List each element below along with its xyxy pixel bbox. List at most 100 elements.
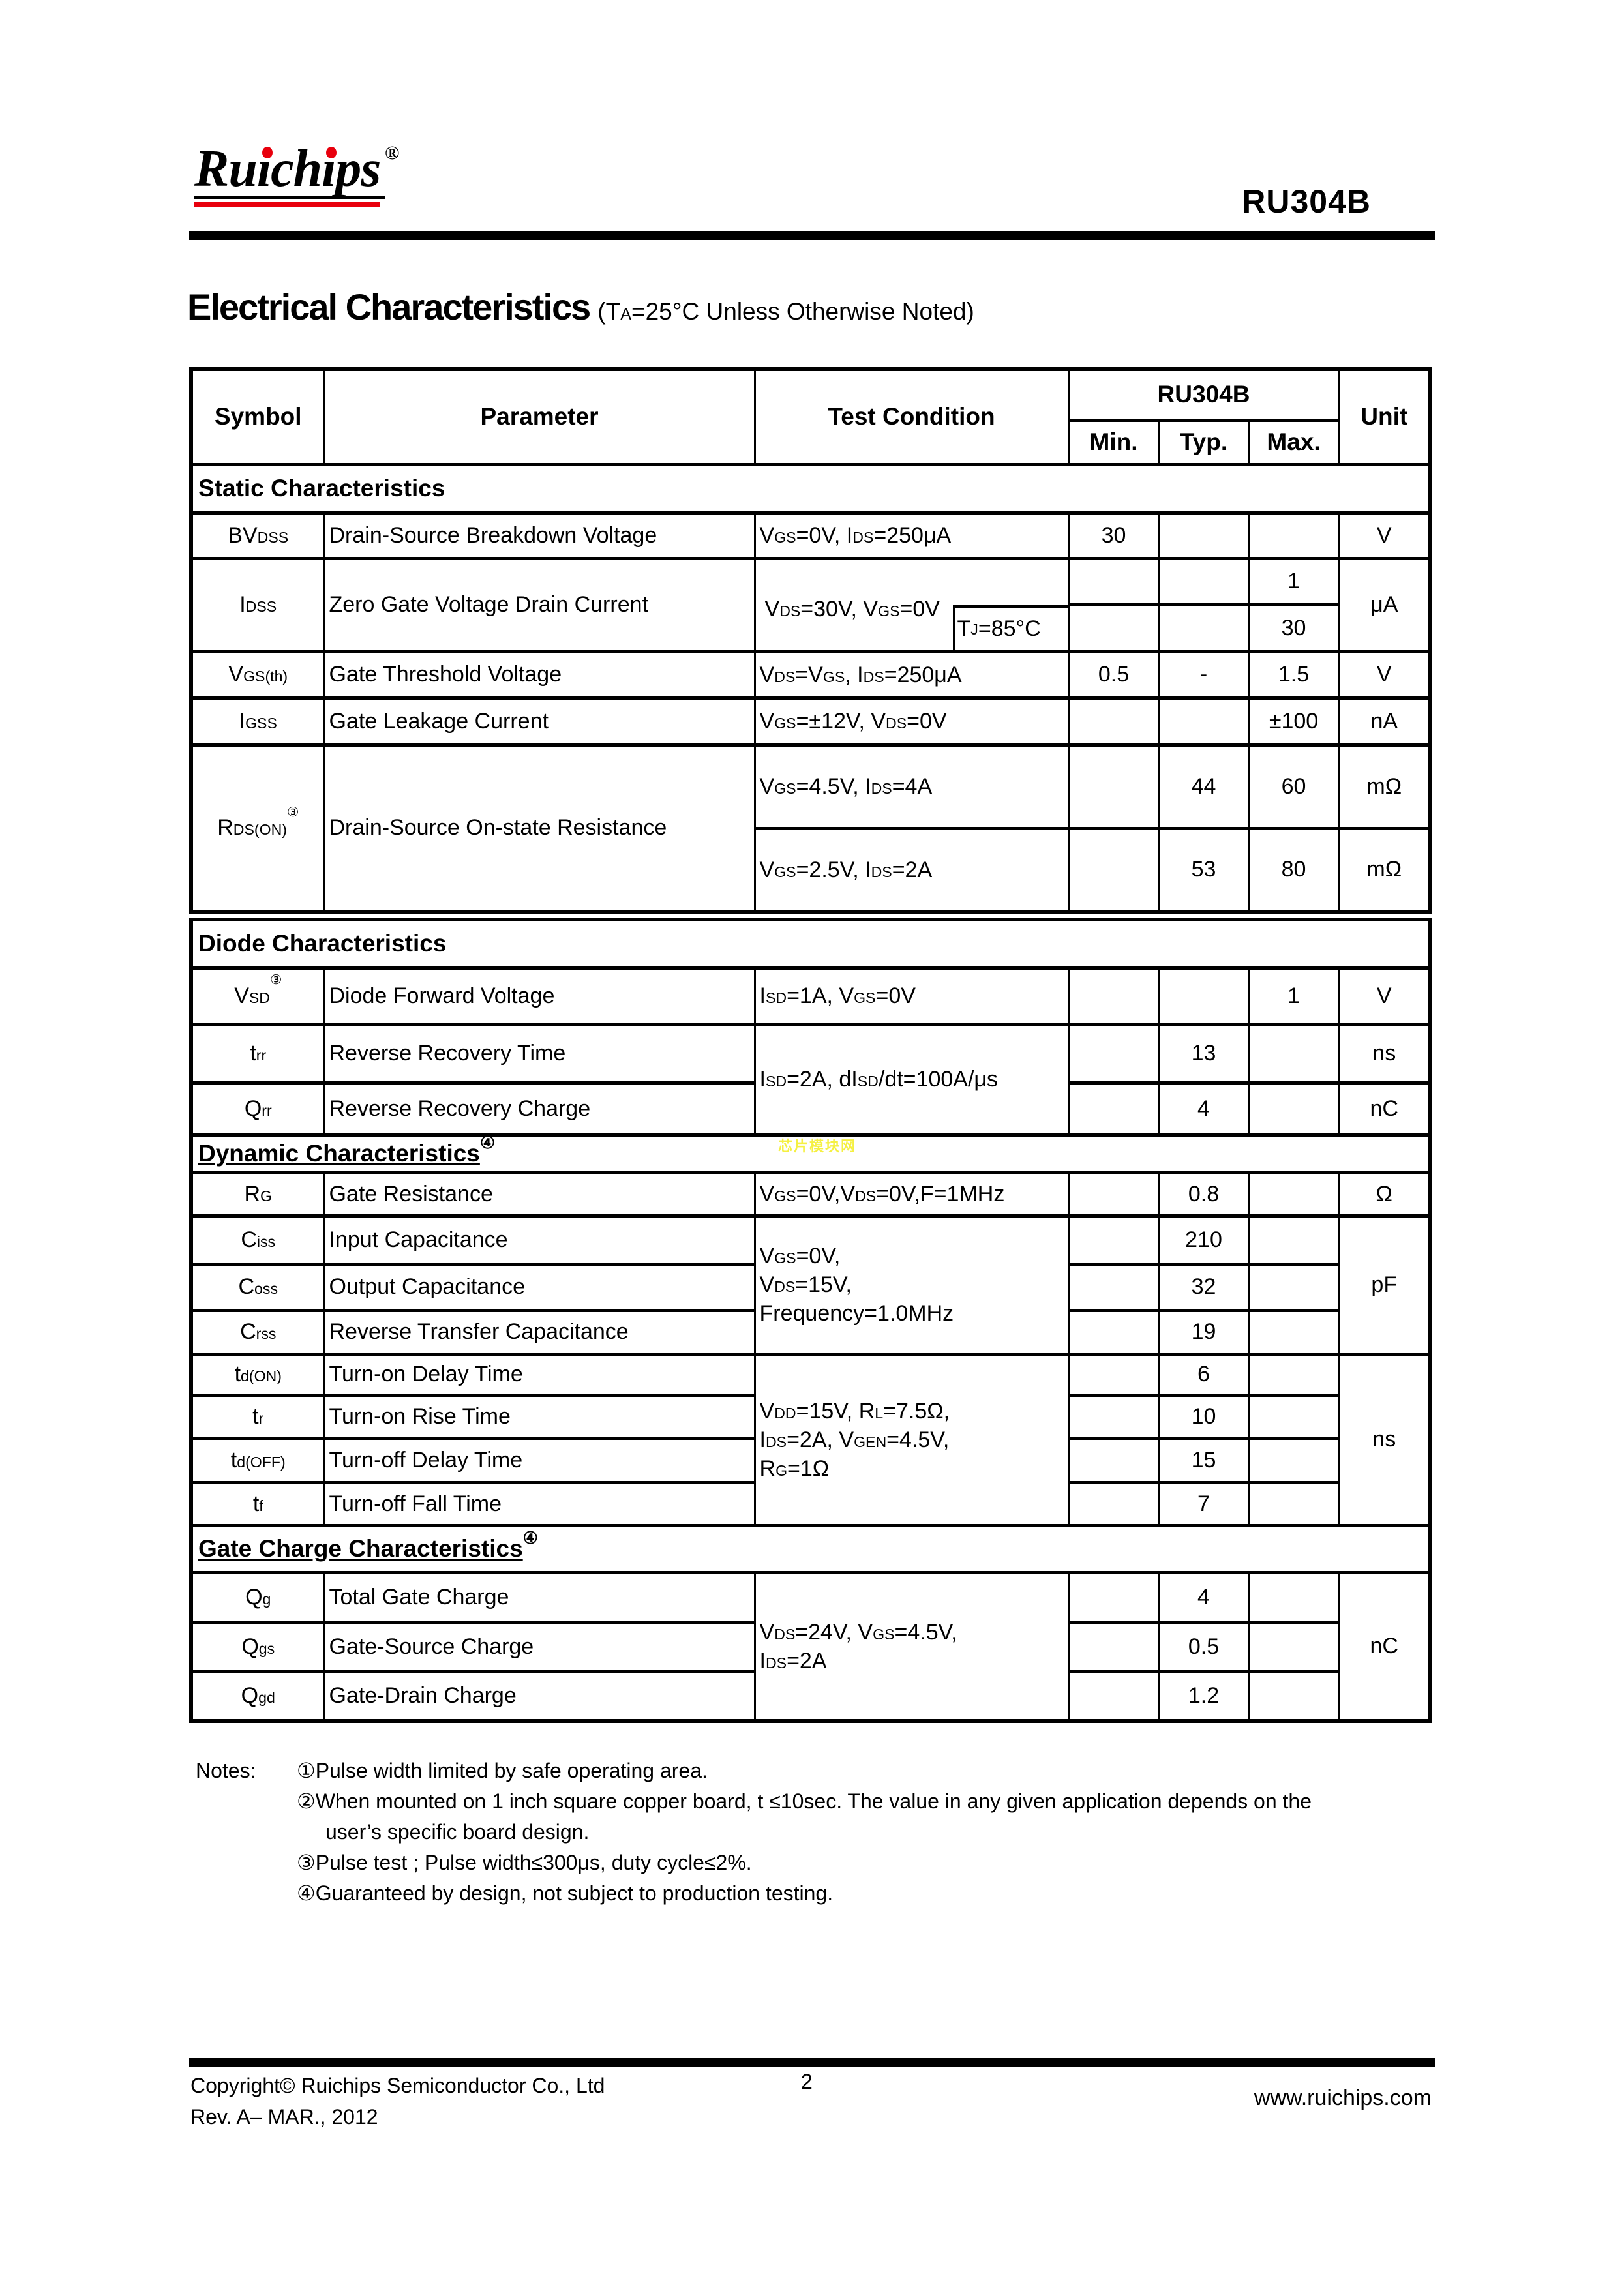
coss-max (1247, 1262, 1340, 1312)
crss-parameter: Reverse Transfer Capacitance (323, 1308, 756, 1356)
note-item-1: ①Pulse width limited by safe operating a… (297, 1756, 1357, 1786)
tr-typ: 10 (1158, 1393, 1250, 1440)
note-marker-1: ① (297, 1759, 316, 1782)
switching-unit: ns (1338, 1352, 1432, 1527)
tf-typ: 7 (1158, 1480, 1250, 1527)
trr-min (1067, 1022, 1160, 1085)
crss-min (1067, 1308, 1160, 1356)
igss-unit: nA (1338, 696, 1432, 747)
qgs-parameter: Gate-Source Charge (323, 1620, 756, 1673)
vgsth-max: 1.5 (1247, 650, 1340, 700)
ciss-parameter: Input Capacitance (323, 1214, 756, 1266)
table-row-rg: RG Gate Resistance VGS=0V,VDS=0V,F=1MHz … (190, 1171, 1432, 1218)
qg-symbol: Qg (190, 1570, 325, 1624)
tdon-typ: 6 (1158, 1352, 1250, 1397)
rdson-min-45 (1067, 743, 1160, 830)
idss-typ (1158, 556, 1250, 606)
table-row-tdon: td(ON) Turn-on Delay Time VDD=15V, RL=7.… (190, 1352, 1432, 1527)
coss-symbol: Coss (190, 1262, 325, 1312)
gate-charge-condition: VDS=24V, VGS=4.5V, IDS=2A (753, 1570, 1070, 1723)
table-row-qgs: Qgs Gate-Source Charge 0.5 (190, 1620, 1430, 1673)
qgs-min (1067, 1620, 1160, 1673)
logo-red-dot-icon (326, 147, 337, 158)
table-row-idss: IDSS Zero Gate Voltage Drain Current VDS… (190, 556, 1432, 653)
table-row-bvdss: BVDSS Drain-Source Breakdown Voltage VGS… (190, 511, 1432, 560)
rdson-typ-45: 44 (1158, 743, 1250, 830)
qgs-typ: 0.5 (1158, 1620, 1250, 1673)
vgsth-parameter: Gate Threshold Voltage (323, 650, 756, 700)
bvdss-unit: V (1338, 511, 1432, 560)
footer-website: www.ruichips.com (1254, 2086, 1432, 2110)
note-text-4: Guaranteed by design, not subject to pro… (315, 1881, 834, 1905)
tr-min (1067, 1393, 1160, 1440)
rdson-unit-45: mΩ (1338, 743, 1432, 830)
bvdss-condition: VGS=0V, IDS=250μA (753, 511, 1070, 560)
bvdss-min: 30 (1067, 511, 1160, 560)
rdson-parameter: Drain-Source On-state Resistance (323, 743, 756, 914)
logo-red-underline (194, 202, 380, 207)
tdoff-symbol: td(OFF) (190, 1436, 325, 1484)
idss-condition: VDS=30V, VGS=0V T J =85°C (753, 556, 1070, 653)
idss-symbol: IDSS (190, 556, 325, 653)
capacitance-unit: pF (1338, 1214, 1432, 1356)
section-title-static: Static Characteristics (190, 462, 1432, 515)
vsd-parameter: Diode Forward Voltage (323, 966, 756, 1026)
bvdss-typ (1158, 511, 1250, 560)
rg-typ: 0.8 (1158, 1171, 1250, 1218)
section-gate-charge: Gate Charge Characteristics④ (190, 1523, 1432, 1574)
rdson-max-25: 80 (1247, 826, 1340, 914)
vsd-symbol: VSD③ (190, 966, 325, 1026)
idss-condition-main: VDS=30V, VGS=0V (764, 596, 940, 621)
idss-85c-typ (1158, 603, 1250, 653)
notes-block: Notes: ①Pulse width limited by safe oper… (196, 1756, 1357, 1909)
qg-max (1247, 1570, 1340, 1624)
tdoff-parameter: Turn-off Delay Time (323, 1436, 756, 1484)
logo-wordmark: Ruichips (194, 140, 381, 198)
table-row-rdson-25: VGS=2.5V, IDS=2A 53 80 mΩ (191, 826, 1432, 914)
note-ref-3: ③ (270, 973, 282, 988)
section-diode: Diode Characteristics (190, 918, 1432, 970)
logo-black-underline (194, 196, 385, 200)
page-title: Electrical Characteristics (TA=25°C Unles… (187, 286, 974, 328)
section-title-diode: Diode Characteristics (190, 918, 1432, 970)
note-text-3: Pulse test ; Pulse width≤300μs, duty cyc… (315, 1851, 752, 1874)
coss-typ: 32 (1158, 1262, 1250, 1312)
vsd-min (1067, 966, 1160, 1026)
col-header-device: RU304B (1067, 367, 1340, 422)
notes-label: Notes: (196, 1759, 256, 1782)
col-header-parameter: Parameter (323, 367, 756, 466)
qrr-unit: nC (1338, 1081, 1432, 1137)
rg-min (1067, 1171, 1160, 1218)
qg-min (1067, 1570, 1160, 1624)
qgd-symbol: Qgd (190, 1669, 325, 1723)
ciss-max (1247, 1214, 1340, 1266)
footer-revision: Rev. A– MAR., 2012 (190, 2105, 378, 2129)
table-row-vgsth: VGS(th) Gate Threshold Voltage VDS=VGS, … (190, 650, 1432, 700)
crss-max (1247, 1308, 1340, 1356)
trr-unit: ns (1338, 1022, 1432, 1085)
table-row-trr: trr Reverse Recovery Time ISD=2A, dISD/d… (190, 1022, 1432, 1137)
registered-trademark-icon: ® (385, 142, 400, 164)
tf-min (1067, 1480, 1160, 1527)
ciss-typ: 210 (1158, 1214, 1250, 1266)
igss-typ (1158, 696, 1250, 747)
capacitance-condition: VGS=0V, VDS=15V, Frequency=1.0MHz (753, 1214, 1070, 1356)
header-rule (189, 231, 1435, 240)
idss-parameter: Zero Gate Voltage Drain Current (323, 556, 756, 653)
rg-symbol: RG (190, 1171, 325, 1218)
ciss-min (1067, 1214, 1160, 1266)
tf-max (1247, 1480, 1340, 1527)
bvdss-symbol: BVDSS (190, 511, 325, 560)
vgsth-unit: V (1338, 650, 1432, 700)
table-row-qrr: Qrr Reverse Recovery Charge 4 nC (190, 1081, 1432, 1137)
bvdss-parameter: Drain-Source Breakdown Voltage (323, 511, 756, 560)
tf-symbol: tf (190, 1480, 325, 1527)
table-row-crss: Crss Reverse Transfer Capacitance 19 (190, 1308, 1430, 1356)
table-row-tf: tf Turn-off Fall Time 7 (190, 1480, 1430, 1527)
trr-typ: 13 (1158, 1022, 1250, 1085)
vgsth-typ: - (1158, 650, 1250, 700)
note-ref-3: ③ (286, 805, 299, 820)
logo-red-dot-icon (262, 147, 273, 158)
diode-shared-condition: ISD=2A, dISD/dt=100A/μs (753, 1022, 1070, 1137)
table-subheader-row: Min. Typ. Max. (191, 418, 1430, 466)
